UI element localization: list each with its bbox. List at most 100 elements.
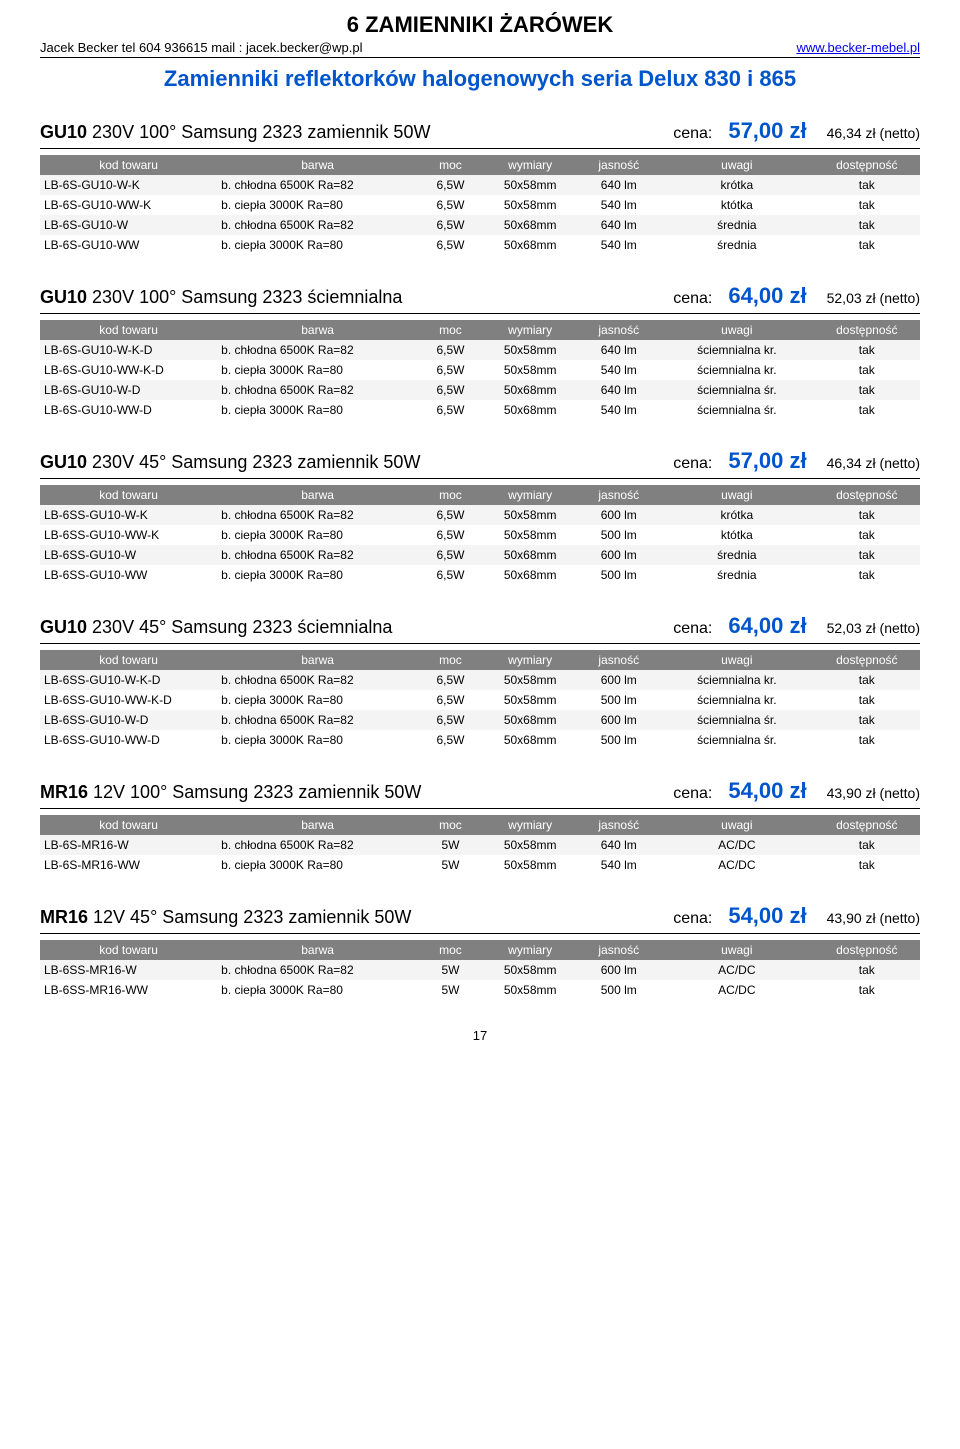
table-cell: b. ciepła 3000K Ra=80 — [217, 525, 418, 545]
table-cell: 6,5W — [418, 235, 483, 255]
table-header: wymiary — [483, 940, 577, 960]
price-label: cena: — [673, 290, 712, 308]
table-cell: któtka — [660, 195, 814, 215]
table-cell: tak — [814, 195, 920, 215]
table-cell: b. chłodna 6500K Ra=82 — [217, 670, 418, 690]
table-cell: 500 lm — [577, 730, 660, 750]
table-header: wymiary — [483, 320, 577, 340]
table-row: LB-6SS-GU10-WW-K-Db. ciepła 3000K Ra=806… — [40, 690, 920, 710]
table-cell: tak — [814, 960, 920, 980]
table-cell: 50x58mm — [483, 505, 577, 525]
table-row: LB-6SS-GU10-WW-Db. ciepła 3000K Ra=806,5… — [40, 730, 920, 750]
table-header: moc — [418, 320, 483, 340]
table-cell: LB-6SS-GU10-WW — [40, 565, 217, 585]
header-website-link[interactable]: www.becker-mebel.pl — [796, 40, 920, 55]
product-table: kod towarubarwamocwymiaryjasnośćuwagidos… — [40, 940, 920, 1000]
table-cell: LB-6SS-GU10-WW-K-D — [40, 690, 217, 710]
table-header: kod towaru — [40, 320, 217, 340]
table-cell: 5W — [418, 960, 483, 980]
table-cell: ściemnialna kr. — [660, 690, 814, 710]
table-cell: AC/DC — [660, 835, 814, 855]
table-cell: 600 lm — [577, 505, 660, 525]
table-cell: AC/DC — [660, 980, 814, 1000]
table-cell: 50x58mm — [483, 175, 577, 195]
table-cell: 6,5W — [418, 175, 483, 195]
table-cell: b. chłodna 6500K Ra=82 — [217, 380, 418, 400]
table-cell: 50x68mm — [483, 235, 577, 255]
table-cell: 500 lm — [577, 980, 660, 1000]
table-cell: 6,5W — [418, 340, 483, 360]
price-main: 64,00 zł — [728, 283, 806, 309]
table-row: LB-6SS-GU10-Wb. chłodna 6500K Ra=826,5W5… — [40, 545, 920, 565]
table-cell: tak — [814, 835, 920, 855]
table-header: dostępność — [814, 485, 920, 505]
table-header: barwa — [217, 155, 418, 175]
table-cell: 500 lm — [577, 690, 660, 710]
section-title: GU10 230V 45° Samsung 2323 ściemnialna — [40, 617, 663, 638]
table-cell: AC/DC — [660, 855, 814, 875]
table-cell: 5W — [418, 980, 483, 1000]
table-cell: któtka — [660, 525, 814, 545]
table-cell: b. chłodna 6500K Ra=82 — [217, 545, 418, 565]
table-cell: tak — [814, 670, 920, 690]
table-cell: LB-6SS-GU10-W-K-D — [40, 670, 217, 690]
product-section: GU10 230V 45° Samsung 2323 ściemnialnace… — [40, 613, 920, 750]
table-cell: b. chłodna 6500K Ra=82 — [217, 175, 418, 195]
product-table: kod towarubarwamocwymiaryjasnośćuwagidos… — [40, 320, 920, 420]
table-header: kod towaru — [40, 940, 217, 960]
table-header: dostępność — [814, 320, 920, 340]
table-cell: 600 lm — [577, 670, 660, 690]
table-cell: b. chłodna 6500K Ra=82 — [217, 340, 418, 360]
table-cell: 6,5W — [418, 690, 483, 710]
table-cell: LB-6S-GU10-WW-K-D — [40, 360, 217, 380]
table-cell: LB-6S-MR16-WW — [40, 855, 217, 875]
table-cell: tak — [814, 525, 920, 545]
table-cell: 50x58mm — [483, 855, 577, 875]
table-cell: tak — [814, 710, 920, 730]
table-cell: 600 lm — [577, 960, 660, 980]
table-cell: 6,5W — [418, 215, 483, 235]
table-header: uwagi — [660, 155, 814, 175]
table-cell: tak — [814, 980, 920, 1000]
table-cell: 540 lm — [577, 360, 660, 380]
table-cell: LB-6S-GU10-W-K-D — [40, 340, 217, 360]
table-cell: b. ciepła 3000K Ra=80 — [217, 235, 418, 255]
table-cell: tak — [814, 340, 920, 360]
table-cell: krótka — [660, 175, 814, 195]
table-cell: b. chłodna 6500K Ra=82 — [217, 710, 418, 730]
table-header: barwa — [217, 650, 418, 670]
section-head: GU10 230V 100° Samsung 2323 ściemnialna c… — [40, 283, 920, 314]
table-header: uwagi — [660, 815, 814, 835]
table-cell: średnia — [660, 215, 814, 235]
table-cell: 540 lm — [577, 400, 660, 420]
section-title: GU10 230V 100° Samsung 2323 zamiennik 50… — [40, 122, 663, 143]
table-header: uwagi — [660, 485, 814, 505]
table-cell: 6,5W — [418, 505, 483, 525]
product-section: GU10 230V 45° Samsung 2323 zamiennik 50W… — [40, 448, 920, 585]
table-row: LB-6S-MR16-Wb. chłodna 6500K Ra=825W50x5… — [40, 835, 920, 855]
table-cell: 50x68mm — [483, 710, 577, 730]
table-cell: 6,5W — [418, 195, 483, 215]
price-label: cena: — [673, 785, 712, 803]
table-cell: 640 lm — [577, 175, 660, 195]
table-cell: 50x68mm — [483, 215, 577, 235]
table-cell: 50x68mm — [483, 545, 577, 565]
table-cell: ściemnialna śr. — [660, 400, 814, 420]
page-subtitle: Zamienniki reflektorków halogenowych ser… — [40, 66, 920, 92]
table-header: moc — [418, 155, 483, 175]
section-title: MR16 12V 100° Samsung 2323 zamiennik 50W — [40, 782, 663, 803]
section-head: GU10 230V 45° Samsung 2323 zamiennik 50W… — [40, 448, 920, 479]
table-cell: LB-6S-MR16-W — [40, 835, 217, 855]
table-cell: tak — [814, 730, 920, 750]
table-header: moc — [418, 485, 483, 505]
table-cell: 6,5W — [418, 565, 483, 585]
table-cell: b. ciepła 3000K Ra=80 — [217, 195, 418, 215]
product-section: MR16 12V 45° Samsung 2323 zamiennik 50Wc… — [40, 903, 920, 1000]
table-header: jasność — [577, 940, 660, 960]
table-cell: 600 lm — [577, 545, 660, 565]
table-cell: tak — [814, 235, 920, 255]
section-head: MR16 12V 100° Samsung 2323 zamiennik 50W… — [40, 778, 920, 809]
price-main: 57,00 zł — [728, 118, 806, 144]
section-title: GU10 230V 100° Samsung 2323 ściemnialna — [40, 287, 663, 308]
table-cell: LB-6SS-GU10-W-K — [40, 505, 217, 525]
